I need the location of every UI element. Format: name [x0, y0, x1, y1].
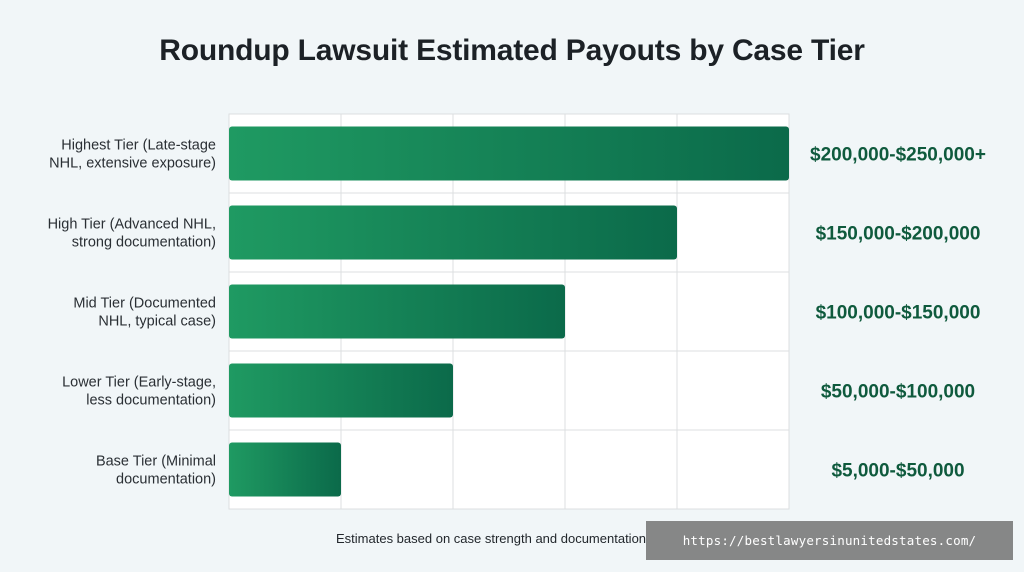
category-label: Mid Tier (Documented NHL, typical case) [73, 296, 216, 330]
category-label: Highest Tier (Late-stage NHL, extensive e… [49, 138, 216, 172]
value-label: $50,000-$100,000 [821, 382, 975, 403]
chart-title: Roundup Lawsuit Estimated Payouts by Cas… [159, 34, 865, 67]
bar [229, 126, 789, 181]
value-label: $150,000-$200,000 [816, 224, 981, 245]
footnote: Estimates based on case strength and doc… [336, 531, 647, 546]
bar [229, 284, 565, 339]
value-label: $100,000-$150,000 [816, 303, 981, 324]
value-label: $200,000-$250,000+ [810, 145, 986, 166]
value-label: $5,000-$50,000 [831, 461, 964, 482]
category-label: Base Tier (Minimal documentation) [96, 454, 216, 488]
bar [229, 363, 453, 418]
category-label: Lower Tier (Early-stage, less documentati… [62, 375, 216, 409]
watermark-url: https://bestlawyersinunitedstates.com/ [646, 521, 1013, 560]
bar [229, 442, 341, 497]
bar [229, 205, 677, 260]
category-label: High Tier (Advanced NHL, strong documenta… [48, 217, 216, 251]
